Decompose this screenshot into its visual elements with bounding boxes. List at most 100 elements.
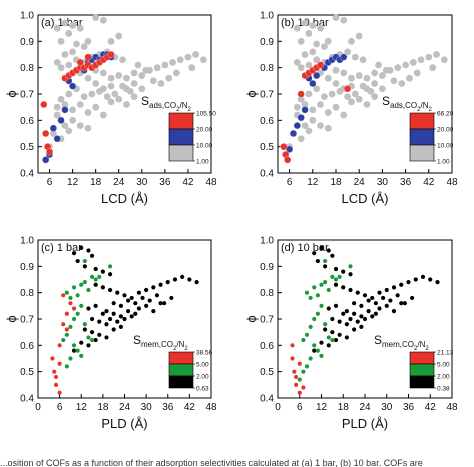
panel-label: (d) 10 bar bbox=[281, 242, 329, 254]
data-point bbox=[80, 93, 88, 101]
data-point bbox=[323, 327, 328, 332]
data-point bbox=[93, 337, 98, 343]
data-point bbox=[323, 258, 328, 264]
data-point bbox=[340, 69, 348, 77]
y-tick-label: 0.9 bbox=[260, 37, 274, 48]
data-point bbox=[297, 361, 302, 366]
data-point bbox=[366, 298, 371, 303]
data-point bbox=[391, 309, 397, 314]
legend-swatch bbox=[168, 144, 194, 162]
x-tick-label: 6 bbox=[297, 402, 303, 413]
data-point bbox=[315, 311, 320, 316]
data-point bbox=[79, 282, 84, 287]
legend-tick-label: 38.56 bbox=[196, 350, 213, 357]
data-point bbox=[344, 48, 351, 56]
data-point bbox=[133, 311, 138, 316]
data-point bbox=[317, 24, 324, 32]
x-tick-label: 12 bbox=[316, 402, 328, 413]
data-point bbox=[297, 390, 302, 395]
data-point bbox=[92, 80, 100, 87]
legend-title-part: ads,CO bbox=[390, 101, 417, 110]
data-point bbox=[294, 382, 299, 387]
data-point bbox=[348, 37, 355, 45]
legend-swatch bbox=[409, 375, 435, 389]
data-point bbox=[370, 314, 375, 319]
data-point bbox=[123, 85, 130, 93]
data-point bbox=[134, 61, 142, 69]
data-point bbox=[52, 369, 57, 374]
data-point bbox=[337, 274, 342, 279]
data-point bbox=[99, 111, 107, 119]
data-point bbox=[115, 32, 123, 40]
data-point bbox=[317, 101, 324, 108]
data-point bbox=[89, 253, 95, 258]
panel-3: 0 6 12 18 24 30 36 42 48 0.4 0.5 0.6 0.7 0.8 0.9 1.0 PLD… bbox=[244, 236, 458, 432]
data-point bbox=[88, 90, 96, 98]
x-tick-label: 0 bbox=[275, 402, 281, 413]
data-point bbox=[64, 290, 69, 295]
data-point bbox=[315, 293, 320, 298]
caption-fragment: ...osition of COFs as a function of thei… bbox=[0, 459, 423, 467]
data-point bbox=[309, 48, 317, 56]
legend-title-part: ads,CO bbox=[149, 101, 176, 110]
y-tick-label: 0.6 bbox=[260, 341, 274, 352]
data-point bbox=[69, 82, 77, 90]
data-point bbox=[293, 122, 301, 130]
legend-swatch bbox=[409, 351, 435, 365]
data-point bbox=[71, 285, 77, 290]
data-point bbox=[417, 56, 425, 64]
data-point bbox=[319, 282, 324, 287]
data-point bbox=[293, 24, 301, 32]
data-point bbox=[341, 311, 346, 316]
data-point bbox=[355, 72, 363, 79]
x-tick-label: 18 bbox=[338, 402, 350, 413]
x-tick-label: 6 bbox=[47, 177, 53, 188]
data-point bbox=[348, 272, 353, 277]
data-point bbox=[161, 61, 169, 69]
x-tick-label: 36 bbox=[403, 402, 415, 413]
data-point bbox=[118, 324, 123, 329]
legend-tick-label: 20.00 bbox=[196, 127, 213, 134]
data-point bbox=[129, 314, 134, 319]
data-point bbox=[53, 24, 61, 32]
data-point bbox=[371, 80, 379, 87]
data-point bbox=[42, 156, 50, 164]
legend-title-part: S bbox=[382, 94, 390, 108]
legend-title-part: /N bbox=[417, 340, 425, 349]
data-point bbox=[333, 282, 339, 287]
data-point bbox=[126, 309, 131, 314]
x-tick-label: 18 bbox=[90, 177, 102, 188]
data-point bbox=[57, 64, 65, 72]
data-point bbox=[379, 85, 386, 93]
data-point bbox=[50, 356, 55, 361]
data-point bbox=[313, 40, 321, 48]
x-tick-label: 6 bbox=[287, 177, 293, 188]
data-point bbox=[309, 79, 317, 88]
data-point bbox=[86, 306, 91, 311]
data-point bbox=[57, 361, 62, 366]
y-tick-label: 0.6 bbox=[20, 341, 34, 352]
data-point bbox=[64, 311, 69, 316]
legend-tick-label: 0.63 bbox=[196, 386, 209, 393]
data-point bbox=[363, 101, 371, 108]
x-tick-label: 42 bbox=[184, 402, 196, 413]
data-point bbox=[315, 348, 320, 353]
data-point bbox=[68, 295, 73, 301]
x-tick-label: 36 bbox=[400, 177, 412, 188]
x-tick-label: 12 bbox=[76, 402, 88, 413]
data-point bbox=[97, 332, 102, 337]
data-point bbox=[313, 56, 321, 64]
data-point bbox=[377, 306, 382, 311]
data-point bbox=[348, 287, 353, 293]
data-point bbox=[53, 103, 61, 111]
x-tick-label: 12 bbox=[67, 177, 79, 188]
legend-tick-label: 66.20 bbox=[437, 111, 454, 118]
y-axis-label: ϕ bbox=[244, 315, 259, 322]
y-tick-label: 0.9 bbox=[20, 262, 34, 273]
legend-title-part: /N bbox=[176, 340, 184, 349]
y-tick-label: 0.8 bbox=[20, 288, 34, 299]
data-point bbox=[319, 353, 324, 358]
data-point bbox=[86, 343, 91, 348]
data-point bbox=[379, 72, 386, 79]
panel-2: 0 6 12 18 24 30 36 42 48 0.4 0.5 0.6 0.7 0.8 0.9 1.0 PLD… bbox=[4, 236, 217, 432]
